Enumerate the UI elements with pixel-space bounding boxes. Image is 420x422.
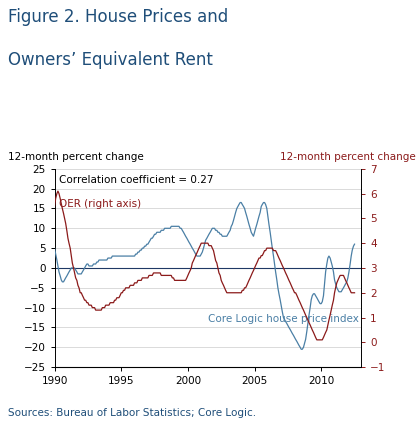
Text: Sources: Bureau of Labor Statistics; Core Logic.: Sources: Bureau of Labor Statistics; Cor… [8,408,257,418]
Text: Figure 2. House Prices and: Figure 2. House Prices and [8,8,228,27]
Text: Correlation coefficient = 0.27: Correlation coefficient = 0.27 [59,175,213,185]
Text: Core Logic house price index: Core Logic house price index [208,314,359,324]
Text: 12-month percent change: 12-month percent change [8,152,144,162]
Text: 12-month percent change: 12-month percent change [280,152,416,162]
Text: Owners’ Equivalent Rent: Owners’ Equivalent Rent [8,51,213,69]
Text: OER (right axis): OER (right axis) [59,199,141,208]
